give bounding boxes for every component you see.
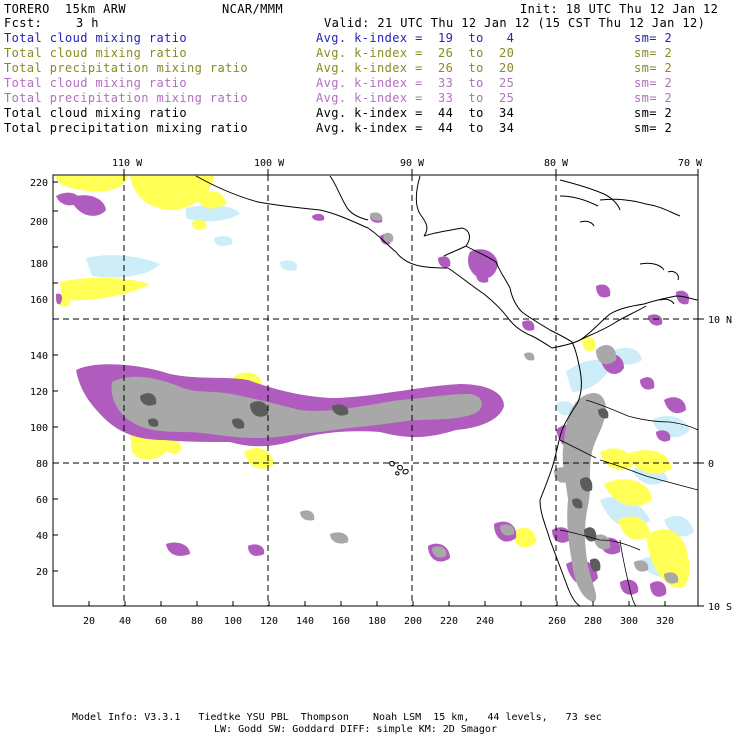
- y-tick-label: 120: [30, 387, 48, 398]
- y-tick-label: 160: [30, 295, 48, 306]
- left-grid-labels: 20 40 60 80 100 120 140 160 180 200 220: [30, 178, 48, 578]
- y-tick-label: 40: [36, 531, 48, 542]
- x-tick-label: 180: [368, 616, 386, 627]
- y-tick-label: 140: [30, 351, 48, 362]
- x-tick-label: 20: [83, 616, 95, 627]
- model-info-line-2: LW: Godd SW: Goddard DIFF: simple KM: 2D…: [214, 724, 497, 735]
- legend-field: Total precipitation mixing ratio: [4, 91, 248, 105]
- x-tick-label: 300: [620, 616, 638, 627]
- x-tick-label: 260: [548, 616, 566, 627]
- right-latitude-labels: 10 N 0 10 S: [708, 315, 732, 613]
- legend-kindex: Avg. k-index = 44 to 34: [316, 106, 515, 120]
- y-tick-label: 80: [36, 459, 48, 470]
- legend-smoothing: sm= 2: [634, 106, 673, 120]
- legend-kindex: Avg. k-index = 44 to 34: [316, 121, 515, 135]
- x-tick-label: 100: [224, 616, 242, 627]
- lat-label-10n: 10 N: [708, 315, 732, 326]
- lat-lon-grid: [53, 175, 698, 606]
- model-info-line-1: Model Info: V3.3.1 Tiedtke YSU PBL Thomp…: [72, 712, 602, 723]
- legend-kindex: Avg. k-index = 33 to 25: [316, 76, 515, 90]
- x-tick-label: 200: [404, 616, 422, 627]
- y-tick-label: 20: [36, 567, 48, 578]
- x-tick-label: 60: [155, 616, 167, 627]
- legend-smoothing: sm= 2: [634, 46, 673, 60]
- center-name: NCAR/MMM: [222, 2, 283, 16]
- left-ticks: [53, 181, 58, 572]
- x-tick-label: 240: [476, 616, 494, 627]
- y-tick-label: 220: [30, 178, 48, 189]
- legend-field: Total precipitation mixing ratio: [4, 61, 248, 75]
- lon-label-110w: 110 W: [112, 158, 143, 169]
- legend-smoothing: sm= 2: [634, 76, 673, 90]
- legend-kindex: Avg. k-index = 33 to 25: [316, 91, 515, 105]
- top-ticks: [123, 169, 699, 175]
- legend-field: Total cloud mixing ratio: [4, 76, 187, 90]
- x-tick-label: 220: [440, 616, 458, 627]
- lon-label-70w: 70 W: [678, 158, 703, 169]
- lon-label-100w: 100 W: [254, 158, 285, 169]
- lon-label-80w: 80 W: [544, 158, 569, 169]
- legend-smoothing: sm= 2: [634, 121, 673, 135]
- x-tick-label: 280: [584, 616, 602, 627]
- x-tick-label: 80: [191, 616, 203, 627]
- legend-kindex: Avg. k-index = 26 to 20: [316, 46, 515, 60]
- y-tick-label: 200: [30, 217, 48, 228]
- gray-cloud-areas: [111, 212, 679, 602]
- forecast-hours: 3 h: [76, 16, 99, 30]
- legend-kindex: Avg. k-index = 26 to 20: [316, 61, 515, 75]
- x-tick-label: 160: [332, 616, 350, 627]
- legend-field: Total precipitation mixing ratio: [4, 121, 248, 135]
- valid-time: Valid: 21 UTC Thu 12 Jan 12 (15 CST Thu …: [324, 16, 706, 30]
- init-time: Init: 18 UTC Thu 12 Jan 12: [520, 2, 719, 16]
- legend-field: Total cloud mixing ratio: [4, 31, 187, 45]
- legend-field: Total cloud mixing ratio: [4, 106, 187, 120]
- legend-kindex: Avg. k-index = 19 to 4: [316, 31, 515, 45]
- model-title: TORERO 15km ARW: [4, 2, 126, 16]
- lat-label-10s: 10 S: [708, 602, 732, 613]
- legend-smoothing: sm= 2: [634, 31, 673, 45]
- lon-label-90w: 90 W: [400, 158, 425, 169]
- legend-smoothing: sm= 2: [634, 91, 673, 105]
- coastlines: [195, 175, 698, 606]
- x-tick-label: 140: [296, 616, 314, 627]
- lat-label-0: 0: [708, 459, 714, 470]
- forecast-label: Fcst:: [4, 16, 43, 30]
- bottom-grid-labels: 20 40 60 80 100 120 140 160 180 200 220 …: [83, 616, 674, 627]
- y-tick-label: 60: [36, 495, 48, 506]
- legend-smoothing: sm= 2: [634, 61, 673, 75]
- right-ticks: [698, 318, 704, 607]
- x-tick-label: 40: [119, 616, 131, 627]
- x-tick-label: 320: [656, 616, 674, 627]
- y-tick-label: 180: [30, 259, 48, 270]
- yellow-cloud-areas: [56, 176, 690, 588]
- x-tick-label: 120: [260, 616, 278, 627]
- bottom-ticks: [88, 601, 666, 606]
- top-longitude-labels: 110 W 100 W 90 W 80 W 70 W: [112, 158, 703, 169]
- legend-field: Total cloud mixing ratio: [4, 46, 187, 60]
- y-tick-label: 100: [30, 423, 48, 434]
